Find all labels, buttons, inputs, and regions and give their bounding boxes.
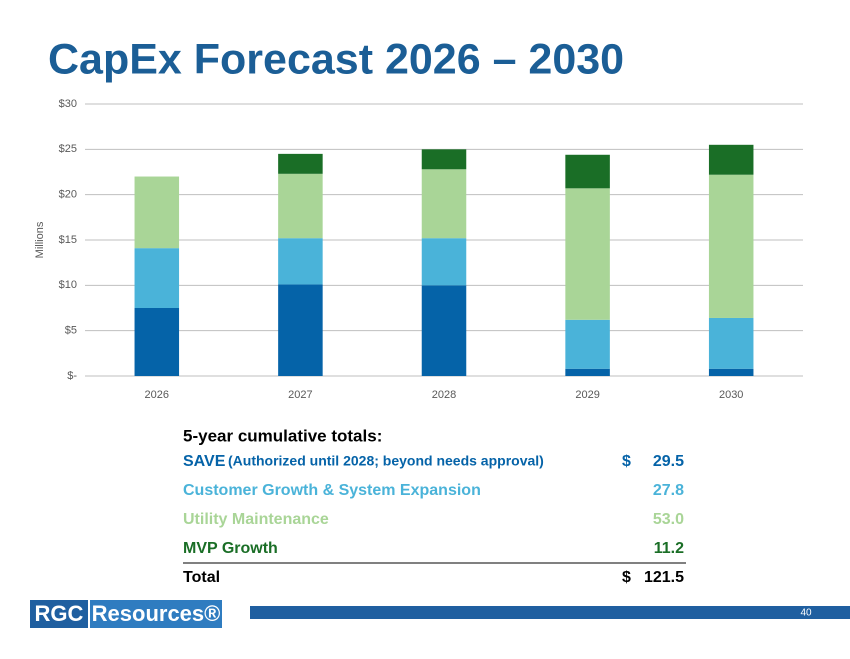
y-tick-label: $15	[59, 234, 77, 246]
y-tick-label: $30	[59, 98, 77, 110]
total-value: 121.5	[644, 569, 684, 586]
totals-table: 5-year cumulative totals: SAVE (Authoriz…	[183, 426, 686, 586]
x-tick-label: 2029	[575, 389, 599, 401]
total-label: Total	[183, 569, 220, 586]
row-value: 27.8	[653, 482, 684, 499]
bar-segment	[421, 149, 467, 170]
bar-segment	[134, 308, 180, 376]
bar-segment	[708, 144, 754, 175]
bar-segment	[565, 368, 610, 376]
bar-segment	[708, 317, 754, 369]
bar-segment	[708, 368, 754, 376]
bar-segment	[565, 188, 610, 320]
row-label: Utility Maintenance	[183, 511, 329, 528]
logo-box	[30, 600, 88, 628]
row-label: MVP Growth	[183, 540, 278, 557]
currency: $	[622, 453, 631, 470]
x-tick-label: 2030	[719, 389, 743, 401]
y-tick-label: $10	[59, 279, 77, 291]
bar-segment	[708, 174, 754, 318]
x-tick-label: 2027	[288, 389, 312, 401]
row-value: 29.5	[653, 453, 684, 470]
y-tick-label: $20	[59, 189, 77, 201]
bar-segment	[134, 176, 180, 249]
table-title: 5-year cumulative totals:	[183, 426, 382, 445]
y-tick-label: $25	[59, 143, 77, 155]
logo-text: RGC	[35, 601, 84, 626]
bar-segment	[278, 173, 323, 239]
bar-segment	[565, 319, 610, 369]
bar-segment	[278, 153, 323, 174]
bar-segment	[278, 284, 323, 376]
logo-box	[90, 600, 222, 628]
row-value: 11.2	[654, 540, 684, 557]
row-value: 53.0	[653, 511, 684, 528]
bar-segment	[134, 248, 180, 308]
logo-text: Resources®	[92, 601, 221, 626]
row-label: SAVE	[183, 453, 226, 470]
bar-segment	[421, 169, 467, 239]
page-number: 40	[800, 608, 812, 619]
bar-segment	[421, 238, 467, 286]
y-axis-label: Millions	[34, 221, 46, 258]
row-note: (Authorized until 2028; beyond needs app…	[228, 453, 544, 469]
bar-segment	[565, 154, 610, 189]
row-label: Customer Growth & System Expansion	[183, 482, 481, 499]
bar-segment	[278, 238, 323, 285]
slide-title: CapEx Forecast 2026 – 2030	[48, 35, 624, 83]
y-tick-label: $5	[65, 325, 77, 337]
currency: $	[622, 569, 631, 586]
footer-bar	[250, 606, 850, 619]
x-tick-label: 2026	[145, 389, 169, 401]
y-tick-label: $-	[67, 370, 77, 382]
x-tick-label: 2028	[432, 389, 456, 401]
bar-segment	[421, 285, 467, 376]
